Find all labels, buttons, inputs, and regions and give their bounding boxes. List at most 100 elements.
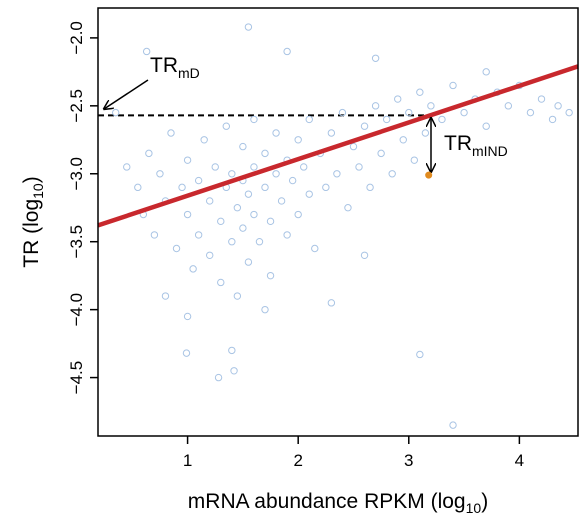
point bbox=[230, 367, 238, 375]
point bbox=[405, 108, 413, 117]
point bbox=[283, 47, 291, 56]
point bbox=[217, 278, 225, 287]
point bbox=[261, 305, 269, 314]
point bbox=[211, 163, 219, 171]
point bbox=[145, 149, 153, 158]
label-text: TR (log bbox=[20, 199, 43, 268]
y-tick-label: −3.0 bbox=[67, 157, 86, 191]
point bbox=[272, 170, 280, 178]
point bbox=[482, 122, 490, 130]
label-sub: 10 bbox=[466, 500, 482, 516]
point bbox=[233, 204, 242, 212]
highlight-point bbox=[425, 171, 433, 179]
point bbox=[504, 102, 513, 110]
point bbox=[217, 217, 225, 226]
point bbox=[366, 183, 374, 192]
point bbox=[333, 170, 341, 178]
point bbox=[250, 115, 258, 124]
point bbox=[255, 238, 264, 246]
point bbox=[200, 136, 208, 144]
label-tail: ) bbox=[481, 490, 488, 513]
point bbox=[183, 210, 192, 219]
point bbox=[449, 81, 457, 90]
point bbox=[548, 115, 557, 124]
point bbox=[161, 292, 170, 300]
point bbox=[172, 244, 181, 253]
x-tick-label: 1 bbox=[183, 451, 192, 470]
point bbox=[344, 204, 352, 212]
point bbox=[294, 210, 302, 219]
label-text: mRNA abundance RPKM (log bbox=[188, 490, 466, 513]
annotation: TRmD bbox=[150, 54, 200, 81]
point bbox=[371, 54, 380, 62]
y-tick-label: −3.5 bbox=[67, 225, 86, 259]
point bbox=[261, 183, 269, 192]
point bbox=[189, 265, 197, 273]
point bbox=[283, 231, 291, 239]
point bbox=[261, 149, 269, 158]
point bbox=[206, 251, 214, 259]
point bbox=[228, 346, 236, 355]
y-tick-label: −2.5 bbox=[67, 89, 86, 123]
point bbox=[239, 224, 247, 232]
fit-line bbox=[97, 64, 579, 228]
point bbox=[250, 163, 258, 171]
point bbox=[554, 102, 562, 110]
point bbox=[233, 292, 242, 300]
point bbox=[449, 421, 457, 429]
point bbox=[194, 231, 203, 239]
plot-area bbox=[97, 23, 579, 429]
point bbox=[427, 102, 435, 110]
point bbox=[305, 115, 313, 124]
point bbox=[206, 197, 214, 205]
point bbox=[250, 210, 258, 219]
point bbox=[371, 102, 380, 110]
point bbox=[244, 258, 253, 266]
point bbox=[394, 95, 402, 103]
point bbox=[355, 163, 363, 171]
annotation-text: TR bbox=[444, 132, 472, 155]
point bbox=[228, 170, 236, 178]
point bbox=[134, 183, 142, 192]
point bbox=[421, 129, 430, 137]
point bbox=[182, 349, 191, 357]
point bbox=[123, 163, 131, 171]
point bbox=[416, 350, 424, 359]
point bbox=[322, 183, 330, 192]
plot-frame bbox=[97, 7, 579, 437]
point bbox=[311, 244, 319, 253]
point bbox=[388, 170, 396, 178]
point bbox=[360, 251, 369, 259]
point bbox=[360, 122, 369, 130]
label-tail: ) bbox=[20, 176, 43, 183]
point bbox=[305, 190, 313, 198]
x-axis-label: mRNA abundance RPKM (log10) bbox=[188, 490, 488, 516]
point bbox=[266, 271, 275, 280]
point bbox=[277, 197, 286, 205]
annotation-text: TR bbox=[150, 54, 178, 77]
point bbox=[438, 115, 446, 124]
point bbox=[183, 156, 192, 164]
point bbox=[526, 108, 535, 117]
point bbox=[272, 129, 280, 137]
point bbox=[288, 176, 297, 185]
annotation-sub: mD bbox=[178, 65, 200, 81]
y-tick-label: −2.0 bbox=[67, 21, 86, 55]
point bbox=[228, 238, 236, 246]
point bbox=[377, 149, 385, 158]
y-tick-label: −4.5 bbox=[67, 361, 86, 395]
point bbox=[239, 142, 247, 151]
point bbox=[178, 183, 186, 192]
point bbox=[382, 115, 391, 124]
point bbox=[214, 373, 223, 382]
point bbox=[150, 231, 159, 239]
point bbox=[300, 163, 308, 171]
point bbox=[537, 95, 546, 103]
point bbox=[399, 136, 407, 144]
annotation: TRmIND bbox=[444, 132, 508, 159]
point bbox=[111, 108, 120, 117]
annotation-sub: mIND bbox=[472, 143, 508, 159]
point bbox=[327, 299, 336, 307]
x-tick-label: 2 bbox=[293, 451, 302, 470]
